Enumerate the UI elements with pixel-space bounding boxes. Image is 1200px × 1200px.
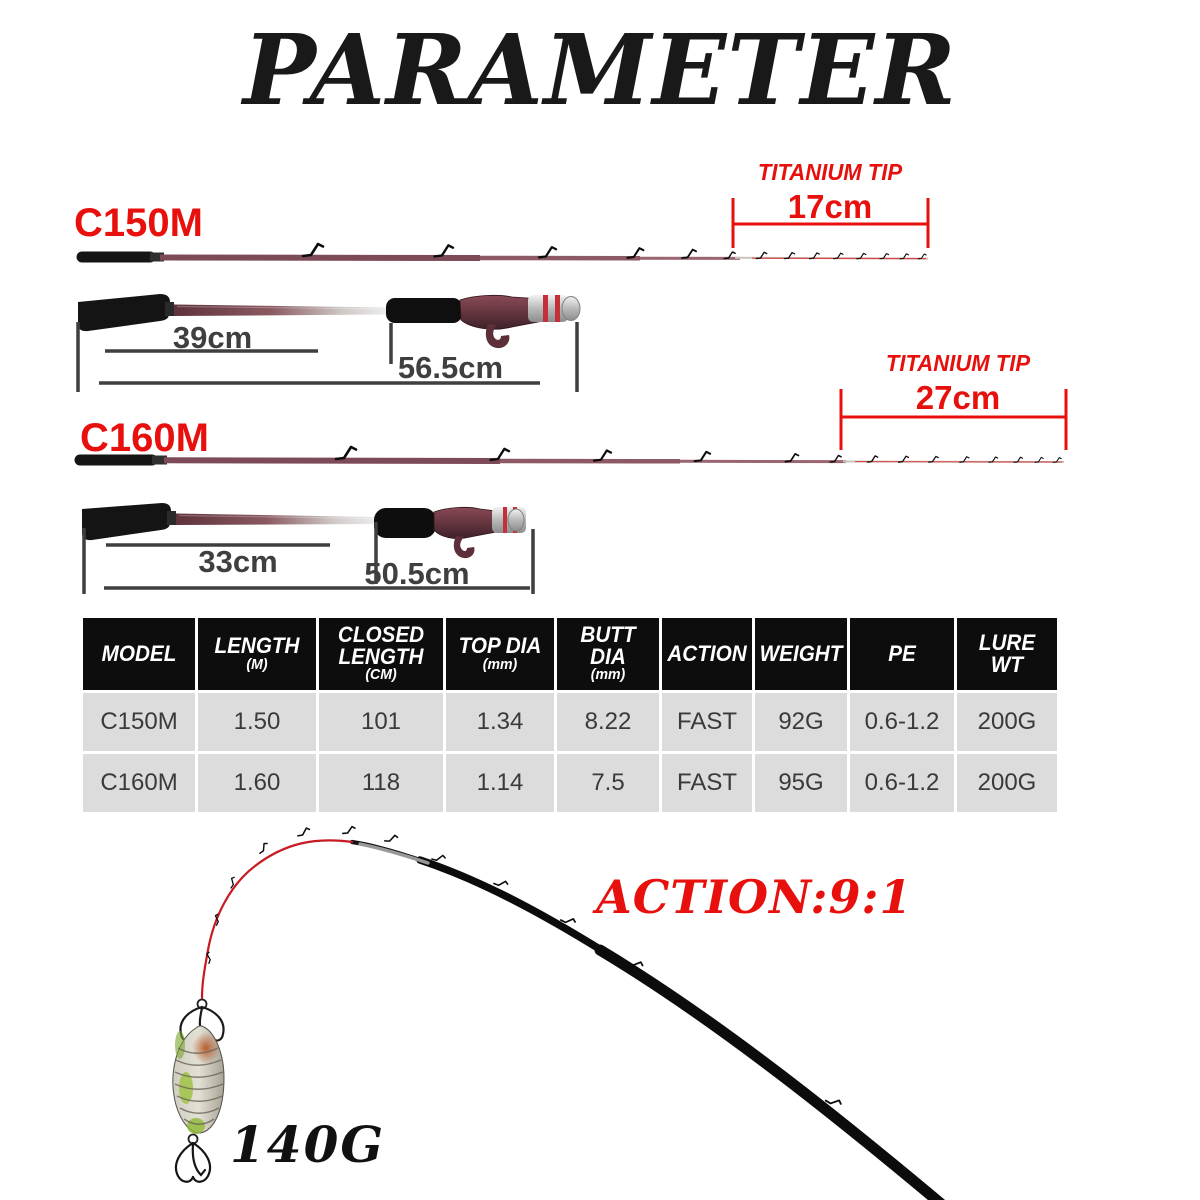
cell-top-dia: 1.14 [446, 754, 554, 812]
cell-closed-length: 118 [319, 754, 443, 812]
page-title: PARAMETER [242, 13, 958, 127]
lure-illustration [172, 998, 225, 1183]
col-header-label: CLOSED LENGTH [337, 622, 425, 669]
col-header-model: MODEL [83, 618, 195, 690]
rod1-handle-illustration [78, 294, 581, 349]
spec-table: MODEL LENGTH (M) CLOSED LENGTH (CM) TOP … [80, 615, 1060, 815]
cell-pe: 0.6-1.2 [850, 693, 954, 751]
col-header-unit: (mm) [482, 655, 518, 673]
cell-lure-wt: 200G [957, 754, 1057, 812]
cell-length: 1.60 [198, 754, 316, 812]
col-header-label: BUTT DIA [580, 622, 636, 669]
spec-table-row-c150m: C150M 1.50 101 1.34 8.22 FAST 92G 0.6-1.… [83, 693, 1057, 751]
rod1-titanium-tip-label: TITANIUM TIP [757, 159, 903, 185]
cell-pe: 0.6-1.2 [850, 754, 954, 812]
col-header-butt-dia: BUTT DIA (mm) [557, 618, 659, 690]
rod2-grip-length: 33cm [198, 544, 278, 579]
rod2-tip-measurement-bracket [839, 389, 1068, 450]
cell-butt-dia: 7.5 [557, 754, 659, 812]
rod2-titanium-tip-label: TITANIUM TIP [885, 350, 1031, 376]
col-header-weight: WEIGHT [755, 618, 847, 690]
col-header-pe: PE [850, 618, 954, 690]
cell-butt-dia: 8.22 [557, 693, 659, 751]
rod2-handle-measure-lines [82, 522, 535, 594]
cell-action: FAST [662, 754, 752, 812]
col-header-unit: (mm) [590, 666, 626, 684]
cell-action: FAST [662, 693, 752, 751]
col-header-label: LURE WT [978, 630, 1036, 677]
cell-weight: 95G [755, 754, 847, 812]
rod1-model-label: C150M [74, 201, 203, 245]
col-header-unit: (CM) [365, 666, 397, 684]
col-header-unit: (M) [246, 655, 268, 673]
col-header-length: LENGTH (M) [198, 618, 316, 690]
bent-rod-illustration [200, 825, 946, 1200]
lure-weight-label: 140G [230, 1115, 386, 1174]
col-header-label: PE [888, 641, 916, 667]
col-header-label: TOP DIA [458, 632, 542, 658]
rod2-model-label: C160M [80, 416, 209, 460]
rod1-handle-measure-lines [76, 322, 579, 392]
col-header-action: ACTION [662, 618, 752, 690]
cell-closed-length: 101 [319, 693, 443, 751]
rod2-handle-length: 50.5cm [364, 556, 470, 591]
rod2-handle-illustration [82, 503, 526, 559]
rod2-illustration [74, 445, 1065, 466]
spec-table-header-row: MODEL LENGTH (M) CLOSED LENGTH (CM) TOP … [83, 618, 1057, 690]
action-ratio-note: ACTION:9:1 [596, 870, 913, 924]
cell-length: 1.50 [198, 693, 316, 751]
cell-model: C150M [83, 693, 195, 751]
col-header-top-dia: TOP DIA (mm) [446, 618, 554, 690]
cell-weight: 92G [755, 693, 847, 751]
col-header-lure-wt: LURE WT [957, 618, 1057, 690]
cell-top-dia: 1.34 [446, 693, 554, 751]
col-header-label: LENGTH [214, 632, 300, 658]
col-header-label: MODEL [101, 641, 177, 667]
rod2-tip-length: 27cm [915, 379, 1001, 416]
spec-table-row-c160m: C160M 1.60 118 1.14 7.5 FAST 95G 0.6-1.2… [83, 754, 1057, 812]
rod1-tip-measurement-bracket [731, 198, 930, 248]
col-header-label: WEIGHT [759, 641, 843, 667]
rod1-grip-length: 39cm [172, 320, 253, 355]
cell-lure-wt: 200G [957, 693, 1057, 751]
col-header-closed-length: CLOSED LENGTH (CM) [319, 618, 443, 690]
rod1-tip-length: 17cm [787, 188, 873, 225]
rod1-illustration [76, 242, 929, 263]
rod1-handle-length: 56.5cm [397, 350, 504, 385]
col-header-label: ACTION [667, 641, 747, 667]
cell-model: C160M [83, 754, 195, 812]
